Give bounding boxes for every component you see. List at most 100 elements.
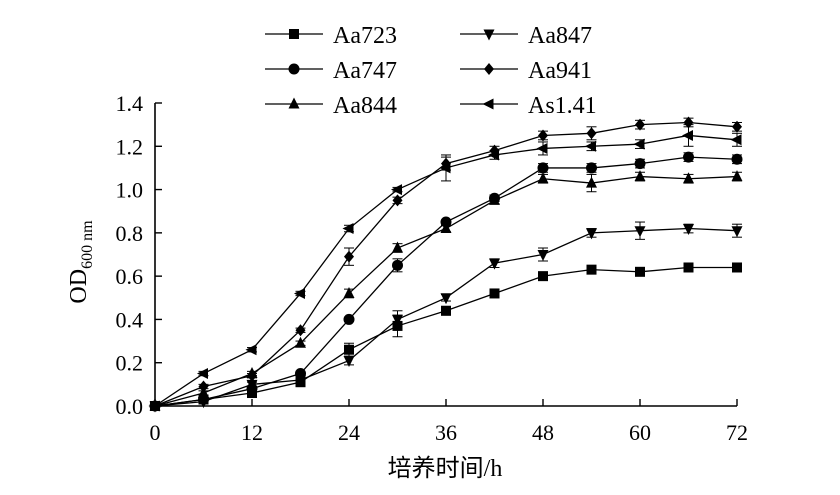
legend-marker — [482, 98, 494, 110]
data-point — [683, 172, 694, 184]
legend-marker — [484, 63, 494, 75]
data-point — [391, 184, 402, 196]
series-as1-41 — [148, 124, 742, 412]
data-point — [440, 293, 452, 305]
data-point — [634, 226, 646, 238]
data-point — [294, 287, 305, 299]
legend-marker — [289, 29, 299, 39]
x-tick-label: 36 — [435, 420, 457, 445]
series-line — [154, 175, 738, 407]
data-point — [489, 288, 500, 299]
legend-item: Aa941 — [460, 58, 592, 84]
series-aa847 — [149, 221, 743, 413]
legend-marker — [288, 97, 300, 109]
data-point — [586, 127, 597, 140]
data-point — [683, 224, 694, 236]
legend-label: Aa847 — [528, 23, 592, 49]
legend-marker — [483, 29, 495, 41]
data-point — [635, 266, 645, 277]
data-point — [732, 262, 742, 273]
series-line — [154, 227, 738, 407]
legend-item: Aa723 — [265, 23, 397, 49]
data-point — [295, 336, 306, 348]
data-point — [634, 170, 646, 182]
data-point — [295, 375, 306, 387]
data-point — [633, 138, 645, 150]
x-axis-title: 培养时间/h — [388, 455, 503, 482]
data-point — [683, 116, 694, 129]
legend-marker — [288, 63, 300, 75]
data-point — [343, 356, 355, 368]
y-tick-label: 1.2 — [116, 134, 144, 159]
data-point — [536, 142, 548, 154]
data-point — [343, 286, 355, 298]
data-point — [392, 194, 403, 207]
data-point — [197, 368, 208, 380]
data-point — [148, 400, 160, 412]
y-tick-label: 0.4 — [116, 307, 144, 332]
data-point — [198, 380, 209, 393]
series-aa747 — [149, 151, 743, 412]
legend-label: Aa941 — [528, 58, 592, 84]
legend-item: As1.41 — [460, 93, 597, 119]
data-point — [732, 120, 742, 133]
legend: Aa723 Aa747 Aa844 Aa847 Aa941 As1.41 — [265, 23, 597, 119]
y-tick-label: 1.4 — [116, 91, 144, 116]
legend-label: Aa723 — [333, 23, 397, 49]
x-tick-label: 12 — [241, 420, 263, 445]
data-point — [731, 226, 743, 238]
x-tick-label: 24 — [338, 420, 360, 445]
y-tick-label: 0.0 — [116, 394, 144, 419]
data-point — [537, 172, 549, 184]
y-tick-label: 1.0 — [116, 178, 144, 203]
data-point — [439, 162, 451, 174]
data-point — [586, 228, 597, 240]
data-point — [342, 223, 354, 235]
data-point — [392, 241, 403, 253]
data-point — [246, 379, 258, 391]
y-tick-label: 0.2 — [116, 351, 144, 376]
data-point — [392, 314, 403, 326]
data-point — [245, 344, 257, 356]
data-point — [635, 118, 645, 131]
data-point — [295, 324, 306, 337]
data-point — [392, 259, 403, 271]
legend-item: Aa844 — [265, 93, 397, 119]
data-point — [586, 176, 597, 188]
data-point — [731, 153, 743, 165]
y-axis-title-main: OD — [66, 269, 92, 304]
data-point — [585, 140, 596, 152]
data-point — [538, 271, 548, 282]
data-point — [683, 262, 694, 273]
data-point — [683, 151, 694, 163]
series-aa941 — [150, 116, 742, 412]
x-tick-label: 0 — [150, 420, 161, 445]
x-tick-label: 48 — [532, 420, 554, 445]
y-axis-title-subscript: 600 nm — [79, 220, 96, 269]
data-point — [731, 170, 743, 182]
data-point — [198, 397, 209, 409]
data-point — [441, 305, 451, 316]
data-point — [538, 129, 548, 142]
data-point — [489, 258, 500, 270]
legend-label: Aa844 — [333, 93, 397, 119]
data-point — [344, 250, 354, 263]
data-point — [488, 149, 499, 161]
data-point — [730, 134, 742, 146]
data-point — [537, 250, 549, 261]
series-layer — [148, 116, 743, 413]
legend-label: Aa747 — [333, 58, 397, 84]
data-point — [634, 158, 646, 170]
legend-item: Aa747 — [265, 58, 397, 84]
legend-label: As1.41 — [528, 93, 597, 119]
y-axis-title: OD600 nm — [66, 220, 96, 304]
x-tick-label: 72 — [726, 420, 748, 445]
data-point — [682, 129, 693, 141]
y-tick-label: 0.8 — [116, 221, 144, 246]
data-point — [586, 264, 597, 275]
series-line — [154, 266, 737, 407]
x-tick-label: 60 — [629, 420, 651, 445]
data-point — [343, 313, 355, 325]
data-point — [489, 193, 500, 205]
